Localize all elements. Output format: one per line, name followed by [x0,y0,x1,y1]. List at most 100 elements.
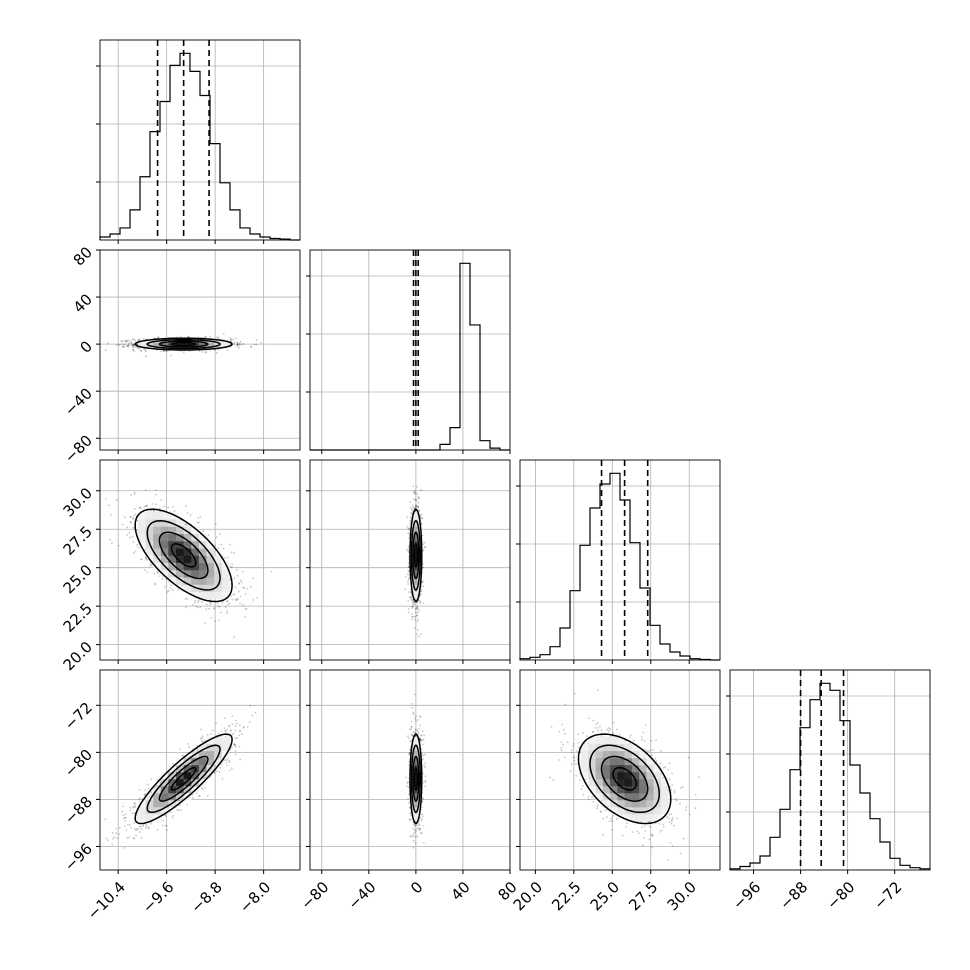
contour-line [170,341,197,347]
density-cell [414,584,417,593]
sample-point [215,536,218,538]
sample-point [178,804,181,807]
density-cell [160,526,169,535]
density-cell [411,526,413,535]
density-cell [416,591,419,600]
sample-point [417,600,420,602]
density-cell [198,569,207,578]
sample-point [129,536,131,539]
histogram-bar [200,95,210,240]
histogram-bar [760,856,770,870]
contour-line [170,543,197,568]
sample-point [407,608,410,610]
sample-point [138,506,141,509]
sample-point [233,551,235,554]
sample-point [256,596,259,599]
sample-point [420,523,423,526]
sample-point [149,822,152,825]
sample-point [146,571,149,574]
density-cell [206,345,215,347]
sample-point [414,498,417,501]
histogram-bar [110,234,120,240]
sample-point [420,513,423,516]
sample-point [238,582,241,585]
sample-point [244,607,247,610]
contour-line [158,340,209,348]
sample-point [423,541,426,544]
sample-point [201,735,204,738]
sample-point [207,534,210,536]
histogram-frame-3 [729,669,931,871]
density-cell [198,533,207,542]
histogram-bar [230,210,240,240]
density-cell [221,343,230,345]
sample-point [158,507,161,510]
sample-point [409,506,412,509]
histogram-bar [170,65,180,240]
sample-point [407,580,409,583]
density-cell [206,344,215,346]
density-cell [414,555,417,564]
sample-point [409,588,412,591]
density-cell [221,577,230,585]
density-cell [153,540,162,549]
sample-point [408,576,410,579]
sample-point [131,517,134,520]
density-cell [415,511,418,520]
contour-line [134,337,233,351]
sample-point [419,602,421,604]
density-cell [415,526,418,535]
sample-point [418,510,420,512]
density-cell [176,548,185,556]
sample-point [409,511,412,514]
histogram-bar [130,210,140,240]
sample-point [407,566,410,569]
sample-point [197,517,200,519]
density-cell [214,345,223,348]
sample-point [167,589,170,592]
sample-point [117,343,120,346]
histogram-frame-0 [99,39,301,241]
sample-point [416,485,418,488]
density-cell [413,526,415,535]
sample-point [144,505,147,507]
density-cell [168,346,177,349]
density-cell [176,533,185,542]
density-cell [153,533,162,542]
density-cell [413,577,415,585]
sample-point [415,499,418,502]
sample-point [132,346,135,349]
sample-point [166,350,168,353]
sample-point [222,333,225,335]
sample-point [233,636,235,638]
sample-point [118,343,121,346]
sample-point [140,558,143,561]
sample-point [411,512,413,515]
sample-point [255,339,258,342]
sample-point [417,497,419,500]
sample-point [226,612,229,615]
sample-point [135,834,138,837]
histogram-bar [780,809,790,870]
histogram-outline [729,682,931,870]
sample-point [179,748,182,750]
density-cell [414,511,417,520]
sample-point [128,836,131,839]
sample-point [229,769,231,772]
sample-point [227,603,230,606]
sample-point [121,345,124,348]
sample-point [208,608,210,610]
density-cell [137,342,146,344]
density-cell [221,345,230,347]
sample-point [411,605,413,608]
contour-line [413,542,419,568]
sample-point [126,344,129,347]
sample-point [140,507,143,510]
sample-point [413,601,416,604]
density-cell [414,591,417,600]
sample-point [120,340,123,343]
sample-point [129,521,132,524]
sample-point [407,611,410,614]
histogram-bar [840,721,850,870]
sample-point [186,597,189,600]
